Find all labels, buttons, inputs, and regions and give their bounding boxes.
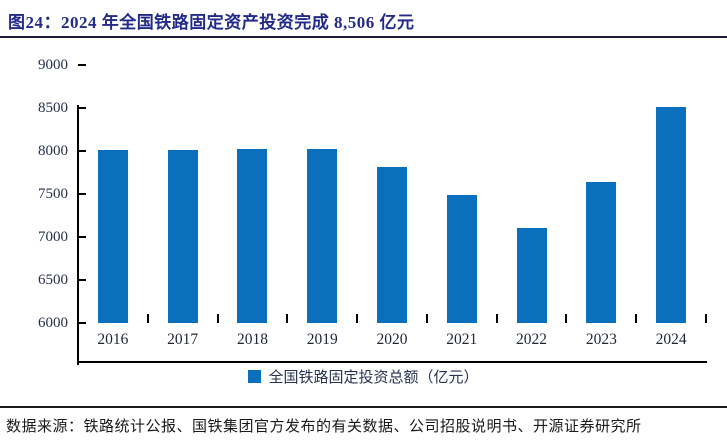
- y-axis-tick-6500: [78, 279, 86, 281]
- data-source-note: 数据来源：铁路统计公报、国铁集团官方发布的有关数据、公司招股说明书、开源证券研究…: [6, 419, 642, 435]
- y-axis-tick-7000: [78, 236, 86, 238]
- y-axis-label-7000: 7000: [38, 229, 68, 245]
- y-axis-tick-8000: [78, 150, 86, 152]
- y-axis-label-8000: 8000: [38, 143, 68, 159]
- x-axis-label-2020: 2020: [376, 331, 408, 348]
- legend-marker-square: [248, 370, 262, 383]
- x-axis-boundary-tick-9: [705, 314, 707, 323]
- figure-title: 图24：2024 年全国铁路固定资产投资完成 8,506 亿元: [8, 13, 415, 32]
- y-axis-tick-6000: [78, 322, 86, 324]
- x-axis-boundary-tick-4: [356, 314, 359, 323]
- title-divider: [0, 36, 727, 38]
- y-axis-tick-9000: [78, 64, 86, 66]
- bar-2018: [237, 148, 268, 323]
- y-axis-tick-8500: [78, 107, 86, 109]
- x-axis-label-2019: 2019: [306, 331, 338, 348]
- x-axis-boundary-tick-6: [495, 314, 498, 323]
- x-axis-label-2022: 2022: [516, 331, 548, 348]
- x-axis-label-2023: 2023: [585, 331, 617, 348]
- x-axis-label-2021: 2021: [446, 331, 478, 348]
- y-axis-label-9000: 9000: [38, 57, 68, 73]
- bar-2023: [586, 181, 617, 323]
- x-axis-boundary-tick-8: [635, 314, 638, 323]
- x-axis-boundary-tick-1: [146, 314, 149, 323]
- legend-label: 全国铁路固定投资总额（亿元）: [268, 370, 479, 386]
- x-axis-line: [77, 361, 707, 363]
- y-axis-tick-7500: [78, 193, 86, 195]
- y-axis-label-6000: 6000: [38, 315, 68, 331]
- y-axis-label-6500: 6500: [38, 272, 68, 288]
- y-axis-label-7500: 7500: [38, 186, 68, 202]
- y-axis-label-8500: 8500: [38, 100, 68, 116]
- y-axis-line: [77, 105, 79, 365]
- bar-2016: [97, 149, 128, 323]
- chart-legend: 全国铁路固定投资总额（亿元）: [0, 366, 727, 387]
- x-axis-boundary-tick-5: [425, 314, 428, 323]
- x-axis-boundary-tick-0: [77, 314, 79, 323]
- bar-2024: [656, 107, 687, 323]
- bar-2020: [377, 166, 407, 323]
- bar-2019: [307, 148, 338, 323]
- x-axis-label-2017: 2017: [167, 331, 199, 348]
- x-axis-label-2016: 2016: [97, 331, 129, 348]
- bar-2021: [446, 194, 477, 323]
- footer-divider: [0, 406, 727, 408]
- figure-title-row: 图24：2024 年全国铁路固定资产投资完成 8,506 亿元: [8, 8, 719, 33]
- x-axis-boundary-tick-3: [286, 314, 289, 323]
- bar-2022: [516, 227, 547, 323]
- x-axis-boundary-tick-2: [216, 314, 219, 323]
- x-axis-label-2024: 2024: [655, 331, 687, 348]
- bar-2017: [167, 150, 198, 323]
- x-axis-label-2018: 2018: [236, 331, 268, 348]
- x-axis-boundary-tick-7: [565, 314, 568, 323]
- bar-chart: 6000 6500 7000 7500 8000 8500 9000 2016 2017 2018…: [0, 40, 727, 365]
